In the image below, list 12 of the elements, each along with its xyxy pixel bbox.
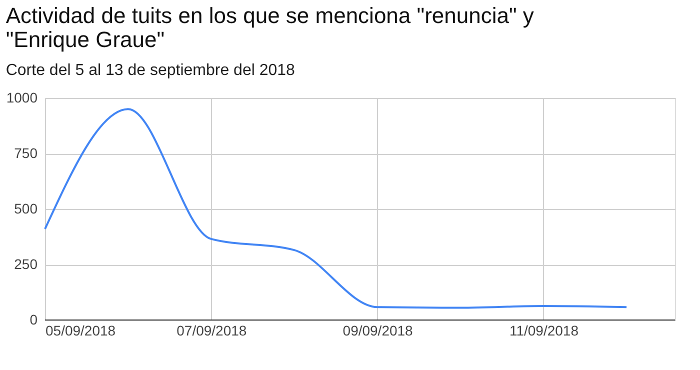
x-tick-label: 11/09/2018 xyxy=(509,322,579,338)
line-series xyxy=(44,108,628,309)
chart-subtitle: Corte del 5 al 13 de septiembre del 2018 xyxy=(6,62,296,79)
x-tick-label: 07/09/2018 xyxy=(176,322,247,338)
y-tick-label: 250 xyxy=(14,256,38,272)
chart-title: Actividad de tuits en los que se menciona "renuncia" y "Enrique Graue" xyxy=(6,3,534,52)
y-tick-label: 0 xyxy=(30,312,38,328)
y-tick-label: 500 xyxy=(14,200,38,216)
y-tick-label: 750 xyxy=(14,145,38,161)
y-tick-label: 1000 xyxy=(6,90,38,106)
x-tick-label: 09/09/2018 xyxy=(342,322,414,338)
x-tick-label: 05/09/2018 xyxy=(46,322,116,338)
